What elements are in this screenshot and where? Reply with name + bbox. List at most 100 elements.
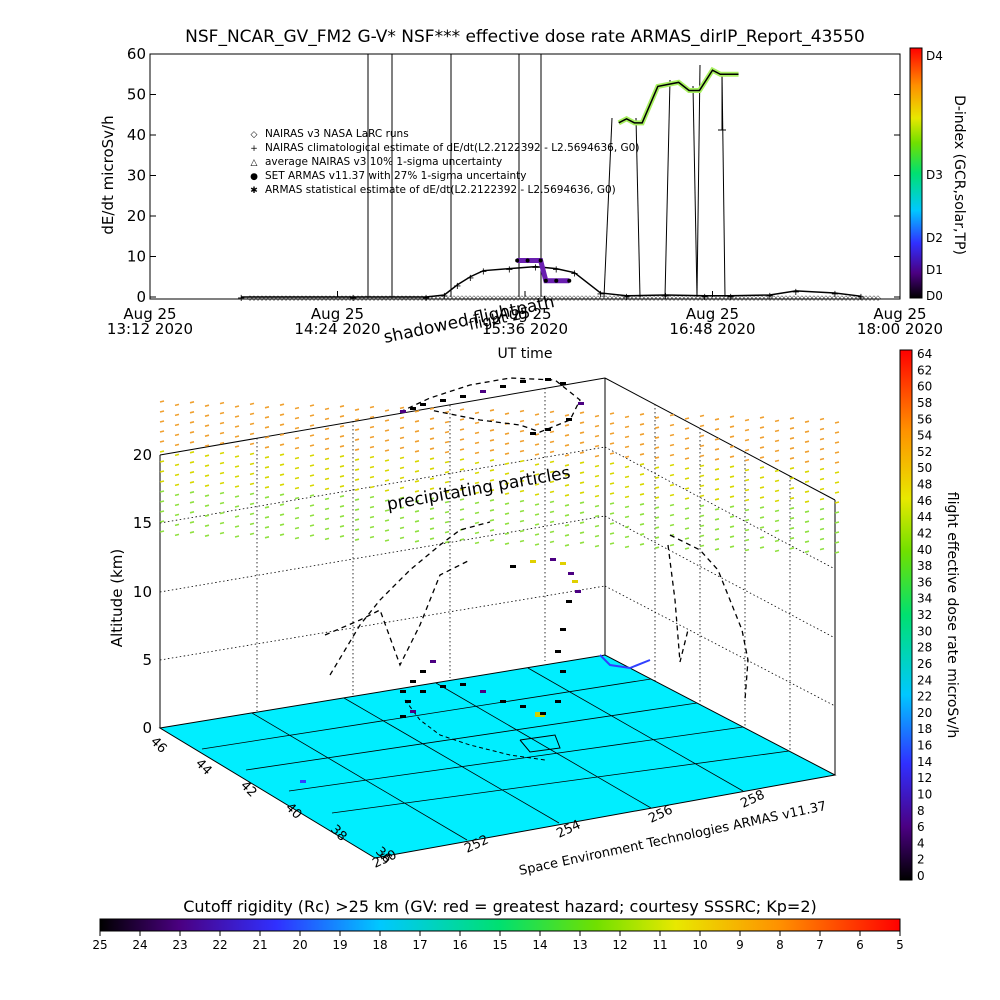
gridline xyxy=(604,515,836,639)
baseline-marker: ◇ xyxy=(259,294,265,302)
particle-dash xyxy=(474,411,480,415)
particle-dash xyxy=(489,509,495,512)
particle-dash xyxy=(774,469,780,473)
particle-dash xyxy=(489,529,495,532)
particle-dash xyxy=(264,536,270,539)
particle-dash xyxy=(504,492,510,495)
particle-dash xyxy=(519,439,525,443)
particle-dash xyxy=(819,477,825,481)
particle-dash xyxy=(189,431,195,434)
particle-dash xyxy=(654,416,660,419)
particle-dash xyxy=(819,527,825,531)
particle-dash xyxy=(759,526,765,529)
particle-dash xyxy=(624,475,630,479)
particle-dash xyxy=(594,474,600,478)
baseline-marker: ◇ xyxy=(691,294,697,302)
particle-dash xyxy=(579,471,585,474)
gridline xyxy=(343,697,560,824)
particle-dash xyxy=(729,415,735,418)
gridline xyxy=(159,446,606,524)
particle-dash xyxy=(234,435,240,438)
particle-dash xyxy=(714,528,720,531)
particle-dash xyxy=(804,510,810,513)
particle-dash xyxy=(654,466,660,469)
bottom-bar-tick-label: 5 xyxy=(896,938,904,952)
baseline-marker: ◇ xyxy=(531,294,537,302)
flight-tracks xyxy=(324,377,749,761)
particle-dash xyxy=(474,421,480,425)
particle-dash xyxy=(339,535,345,538)
particle-dash xyxy=(324,507,330,511)
baseline-marker: ◇ xyxy=(451,294,457,302)
particle-dash xyxy=(369,405,375,409)
particle-dash xyxy=(174,503,180,507)
baseline-marker: ◇ xyxy=(807,294,813,302)
particle-dash xyxy=(609,502,615,505)
particle-dash xyxy=(564,444,570,447)
particle-dash xyxy=(729,445,735,448)
particle-dash xyxy=(384,499,390,502)
particle-dash xyxy=(669,503,675,507)
particle-dash xyxy=(279,453,285,456)
particle-dash xyxy=(639,503,645,506)
particle-dash xyxy=(639,543,645,546)
dindex-tick-label: D0 xyxy=(926,289,943,303)
particle-dash xyxy=(669,413,675,417)
dose-point xyxy=(420,690,426,693)
particle-dash xyxy=(504,482,510,485)
particle-dash xyxy=(339,435,345,438)
particle-dash xyxy=(159,490,165,493)
particle-dash xyxy=(744,458,750,462)
baseline-marker: ◇ xyxy=(675,294,681,302)
particle-dash xyxy=(444,540,450,544)
spike-line xyxy=(635,117,641,298)
baseline-marker: ◇ xyxy=(431,294,437,302)
particle-dash xyxy=(279,463,285,466)
bottom-bar-tick-label: 7 xyxy=(816,938,824,952)
particle-dash xyxy=(759,426,765,429)
baseline-marker: ◇ xyxy=(535,294,541,302)
particle-dash xyxy=(654,436,660,439)
particle-dash xyxy=(264,466,270,469)
particle-dash xyxy=(699,414,705,418)
top-yticks: 0 10 20 30 40 50 60 xyxy=(127,45,900,306)
particle-dash xyxy=(729,525,735,528)
baseline-marker: ◇ xyxy=(843,294,849,302)
particle-dash xyxy=(294,416,300,420)
particle-dash xyxy=(189,421,195,424)
baseline-marker: ◇ xyxy=(247,294,253,302)
particle-dash xyxy=(369,445,375,449)
particle-dash xyxy=(624,465,630,469)
baseline-marker: ◇ xyxy=(539,294,545,302)
series-point-nairas: + xyxy=(831,289,839,300)
particle-dash xyxy=(519,469,525,473)
altitude-label: Altitude (km) xyxy=(108,549,126,647)
particle-dash xyxy=(714,548,720,551)
bottom-bar-tick-label: 24 xyxy=(132,938,147,952)
series-halo-armas xyxy=(617,66,739,126)
particle-dash xyxy=(699,474,705,478)
baseline-marker: ◇ xyxy=(651,294,657,302)
gridline xyxy=(251,712,468,841)
particle-dash xyxy=(834,431,840,434)
series-point-nairas: + xyxy=(766,291,774,302)
particle-dash xyxy=(159,430,165,433)
particle-dash xyxy=(234,425,240,428)
particle-dash xyxy=(519,459,525,463)
particle-dash xyxy=(609,412,615,415)
particle-dash xyxy=(369,425,375,429)
particle-dash xyxy=(834,521,840,524)
particle-dash xyxy=(489,489,495,492)
baseline-marker: ◇ xyxy=(311,294,317,302)
particle-dash xyxy=(579,521,585,524)
series-point-set-armas xyxy=(543,278,548,283)
particle-dash xyxy=(654,536,660,539)
particle-dash xyxy=(189,511,195,514)
dindex-colorbar xyxy=(909,47,923,299)
particle-dash xyxy=(834,531,840,534)
particle-dash xyxy=(684,507,690,510)
baseline-marker: ◇ xyxy=(403,294,409,302)
baseline-marker: ◇ xyxy=(763,294,769,302)
particle-dash xyxy=(639,523,645,526)
series-point-nairas: + xyxy=(505,265,513,276)
